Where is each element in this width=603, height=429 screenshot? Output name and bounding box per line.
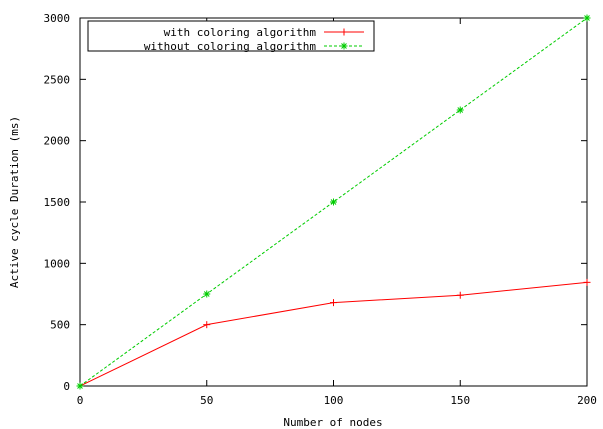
legend-label: without coloring algorithm [144,40,317,53]
y-tick-label: 2500 [44,73,71,86]
y-axis-label: Active cycle Duration (ms) [8,116,21,288]
series-line-1 [79,281,588,387]
data-point [583,14,591,22]
legend-marker [340,42,348,50]
data-point [456,291,464,299]
data-point [456,106,464,114]
y-tick-label: 3000 [44,12,71,25]
series-group [76,14,591,390]
x-tick-label: 100 [324,394,344,407]
data-point [203,321,211,329]
series-line-2 [79,17,588,387]
data-point [330,299,337,307]
data-point [76,382,84,390]
y-tick-label: 1000 [44,257,71,270]
x-tick-label: 200 [577,394,597,407]
data-point [330,198,337,206]
x-tick-label: 0 [77,394,84,407]
y-tick-label: 0 [63,380,70,393]
x-axis-label: Number of nodes [283,416,382,429]
legend-marker [340,28,348,36]
legend-box [87,20,375,52]
x-tick-label: 50 [200,394,213,407]
data-point [583,278,591,286]
x-tick-label: 150 [450,394,470,407]
data-point [203,290,211,298]
y-tick-label: 2000 [44,135,71,148]
y-tick-label: 1500 [44,196,71,209]
y-tick-label: 500 [50,319,70,332]
legend-label: with coloring algorithm [164,26,317,39]
